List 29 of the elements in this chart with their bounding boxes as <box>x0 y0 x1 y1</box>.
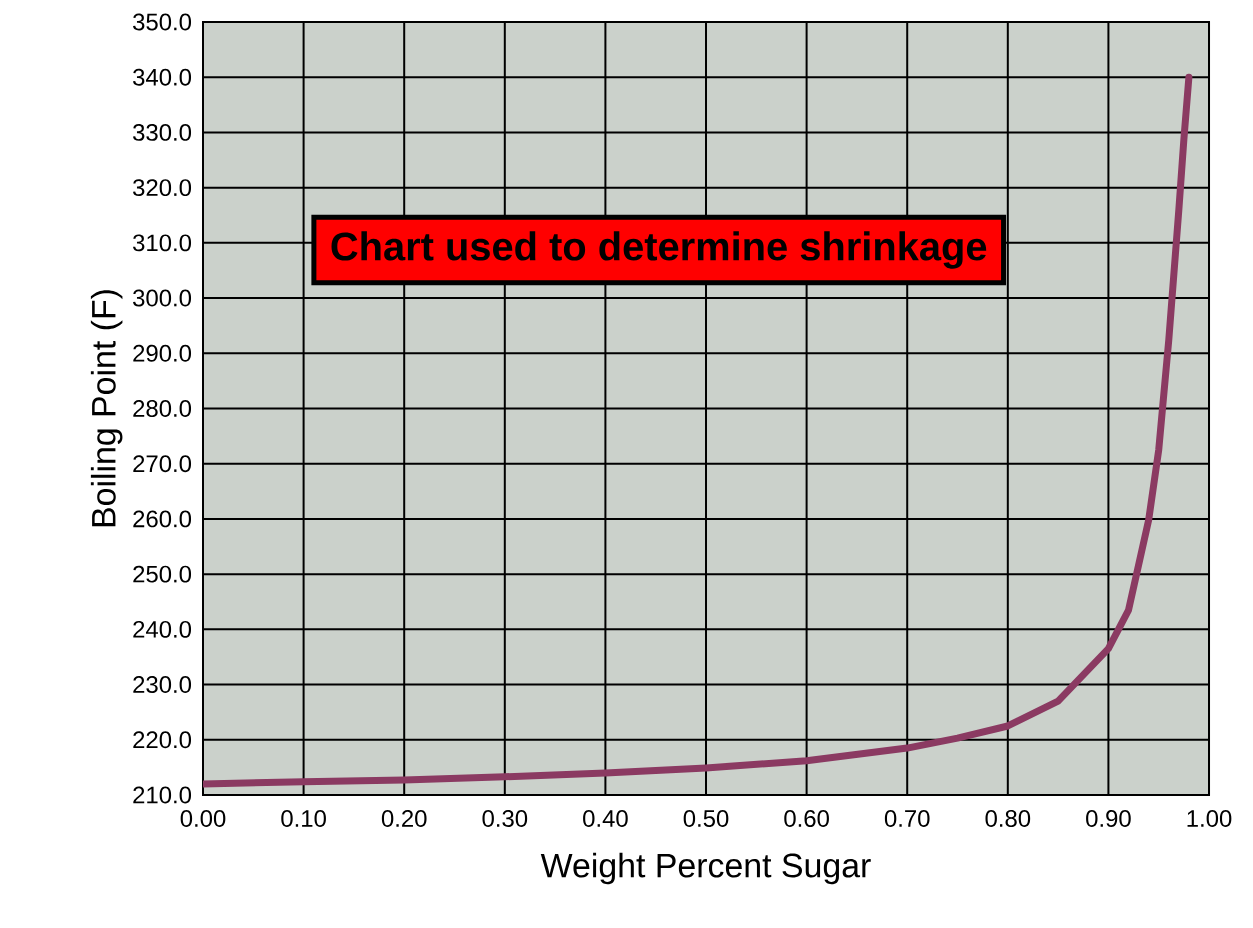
y-tick-label: 310.0 <box>133 234 192 252</box>
y-tick-label: 270.0 <box>133 455 192 473</box>
y-tick-label: 220.0 <box>133 731 192 749</box>
x-tick-label: 0.50 <box>683 810 729 827</box>
x-tick-label: 0.70 <box>884 810 930 827</box>
y-tick-label: 350.0 <box>133 13 192 31</box>
x-tick-label: 0.90 <box>1086 810 1131 827</box>
x-tick-label: 0.60 <box>784 810 829 827</box>
x-tick-label: 0.30 <box>482 810 528 827</box>
y-tick-label: 290.0 <box>133 344 192 362</box>
x-axis-title: Weight Percent Sugar <box>540 852 871 885</box>
y-axis-title: Boiling Point (F) <box>90 290 123 527</box>
y-tick-label: 320.0 <box>133 179 192 197</box>
x-tick-label: 0.00 <box>180 810 226 827</box>
x-tick-label: 0.80 <box>985 810 1031 827</box>
y-tick-label: 300.0 <box>133 289 192 307</box>
x-tick-label: 1.00 <box>1187 810 1232 827</box>
y-tick-label: 260.0 <box>133 510 192 528</box>
y-tick-label: 250.0 <box>133 565 192 583</box>
x-tick-label: 0.20 <box>381 810 427 827</box>
y-tick-label: 340.0 <box>133 68 192 86</box>
x-tick-label: 0.40 <box>583 810 628 827</box>
y-tick-label: 280.0 <box>133 400 192 417</box>
y-tick-label: 330.0 <box>133 123 192 141</box>
y-tick-label: 230.0 <box>133 676 192 694</box>
x-tick-label: 0.10 <box>281 810 326 827</box>
y-tick-label: 240.0 <box>133 620 192 638</box>
annotation: Chart used to determine shrinkage <box>331 231 987 269</box>
y-tick-label: 210.0 <box>133 786 192 804</box>
